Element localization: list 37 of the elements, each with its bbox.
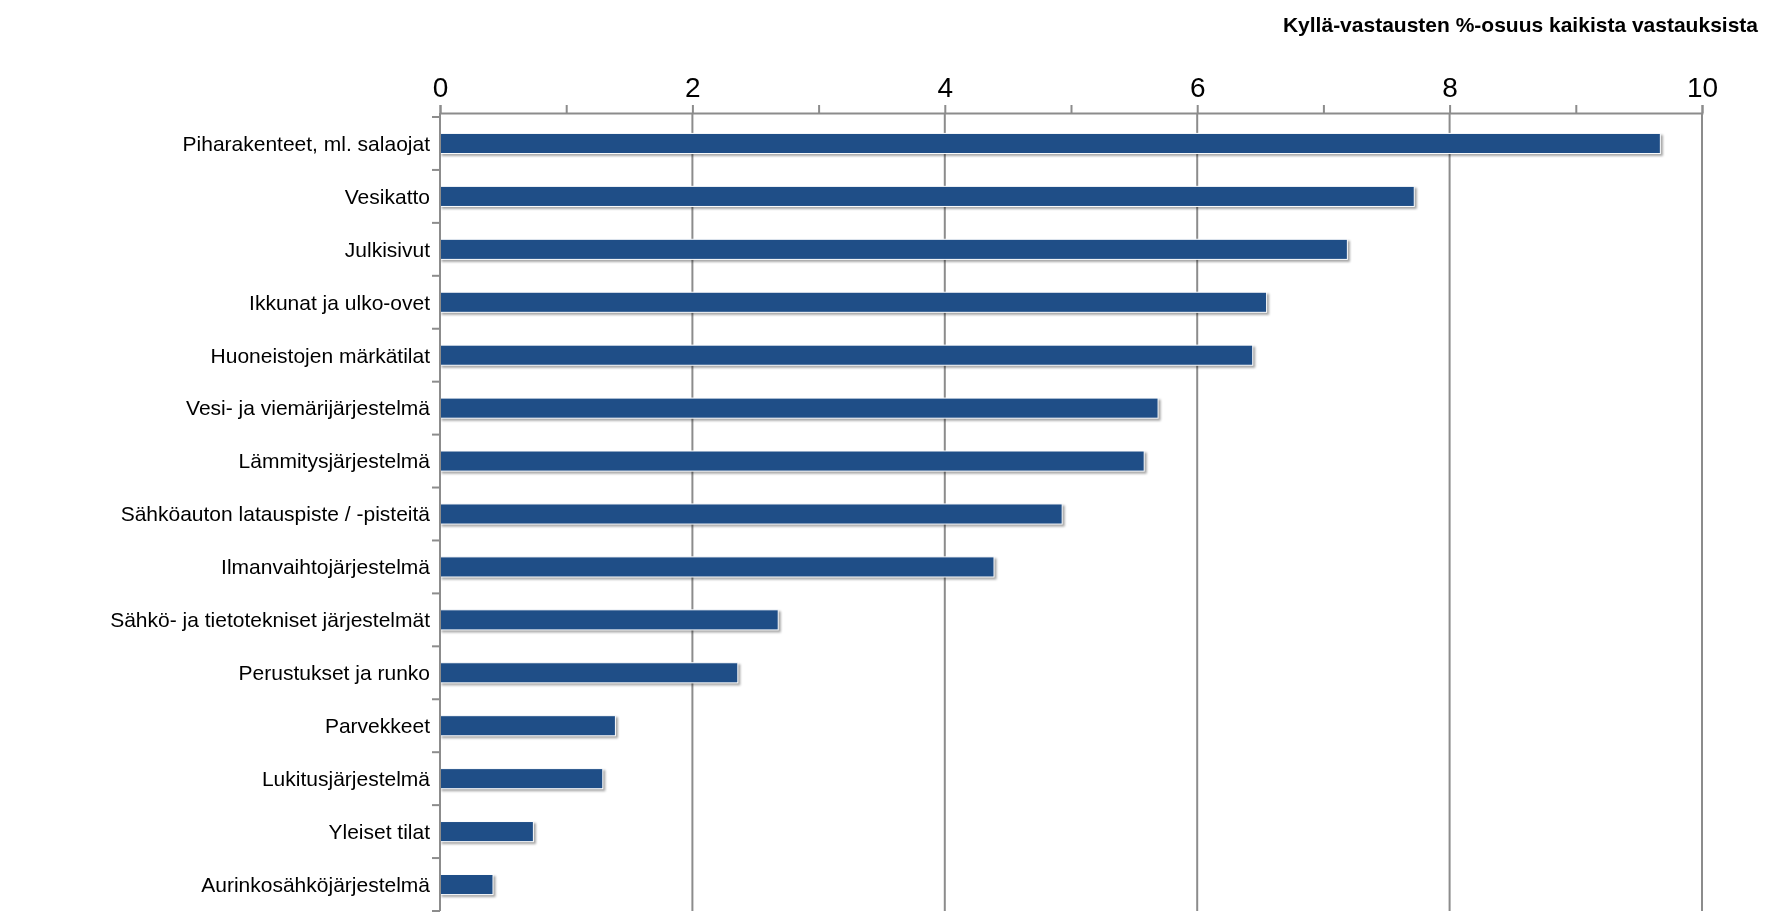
y-tick-label: Sähkö- ja tietotekniset järjestelmät (110, 608, 431, 632)
y-tick-label: Lukitusjärjestelmä (261, 767, 431, 791)
bar (439, 715, 616, 737)
y-tick-label: Perustukset ja runko (238, 661, 430, 685)
bar (439, 503, 1063, 525)
bar (439, 873, 494, 896)
bar (439, 609, 779, 631)
y-tick-label: Sähköauton latauspiste / -pisteitä (120, 502, 431, 526)
bar (439, 397, 1159, 419)
y-tick-label: Vesi- ja viemärijärjestelmä (186, 396, 431, 420)
x-tick-label: 0 (432, 72, 449, 103)
y-tick-label: Huoneistojen märkätilat (210, 343, 431, 367)
bar (439, 450, 1145, 472)
y-tick-label: Piharakenteet, ml. salaojat (182, 131, 431, 155)
bar (439, 768, 604, 790)
y-tick-label: Aurinkosähköjärjestelmä (201, 872, 431, 896)
y-tick-label: Parvekkeet (324, 714, 431, 738)
x-tick-label: 8 (1442, 72, 1458, 103)
x-axis-title: Kyllä-vastausten %-osuus kaikista vastauksista (1282, 13, 1759, 36)
bar (439, 821, 534, 843)
x-tick-label: 10 (1686, 72, 1719, 103)
bar (439, 238, 1348, 260)
bar (439, 344, 1254, 366)
y-tick-label: Yleiset tilat (328, 819, 431, 843)
y-tick-label: Vesikatto (344, 184, 430, 208)
bar (439, 132, 1661, 155)
y-tick-label: Lämmitysjärjestelmä (238, 449, 431, 473)
y-tick-label: Ilmanvaihtojärjestelmä (221, 555, 431, 579)
bar (439, 291, 1268, 313)
x-tick-label: 4 (937, 72, 954, 103)
bar (439, 185, 1415, 207)
bar (439, 662, 739, 684)
x-tick-label: 6 (1189, 72, 1206, 103)
y-tick-label: Julkisivut (344, 237, 431, 261)
y-tick-label: Ikkunat ja ulko-ovet (249, 290, 431, 314)
bar (439, 556, 995, 578)
x-tick-label: 2 (685, 72, 701, 103)
